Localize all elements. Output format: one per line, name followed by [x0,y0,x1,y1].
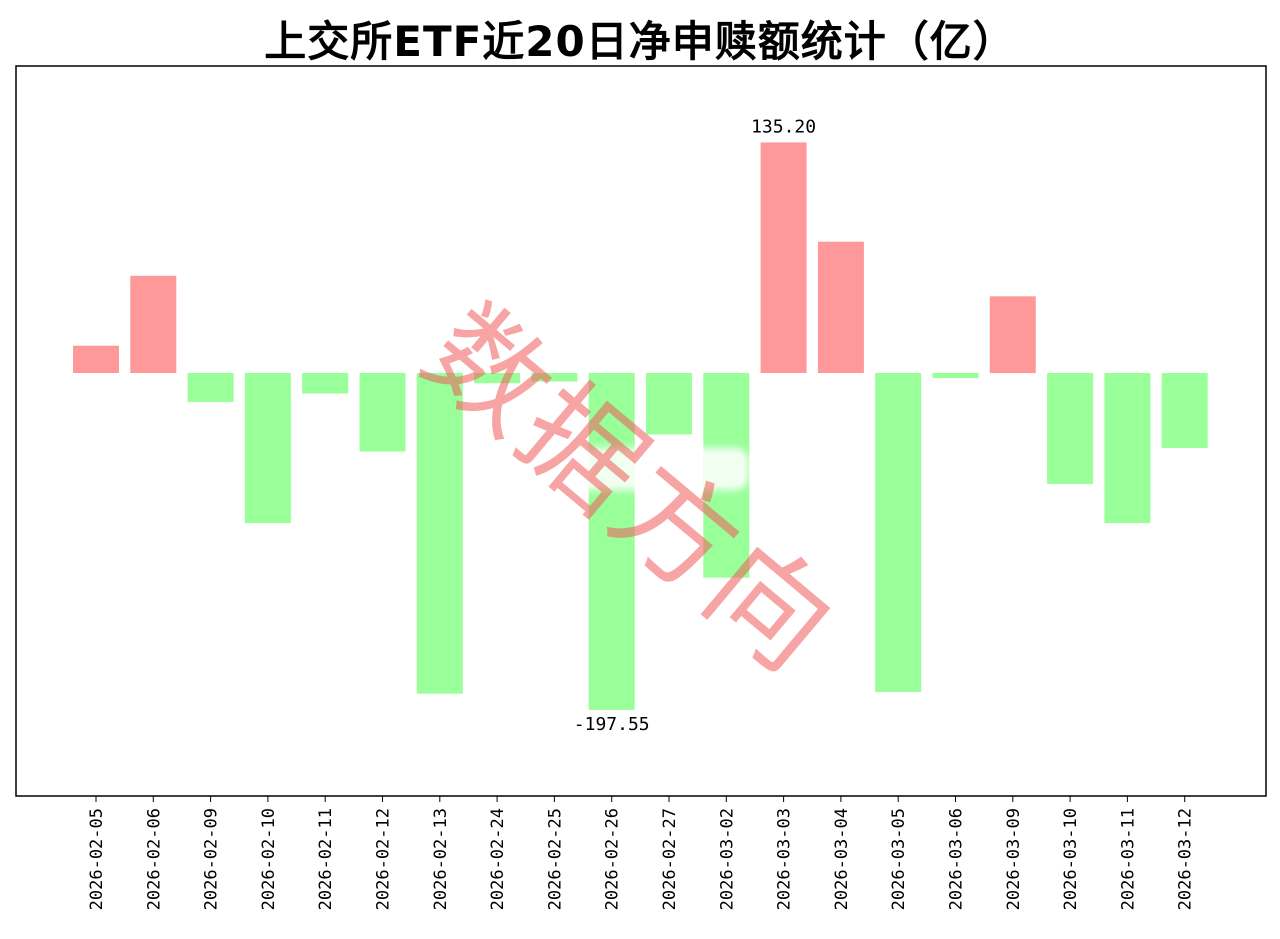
x-tick-label: 2026-03-04 [832,808,852,910]
x-tick-label: 2026-02-27 [660,808,680,910]
bar-2026-02-06 [130,275,177,373]
bar-2026-03-11 [1104,373,1151,524]
data-label: 135.20 [751,116,816,137]
bar-2026-02-10 [244,373,291,524]
bar-2026-02-11 [302,373,349,394]
x-tick-label: 2026-03-11 [1118,808,1138,910]
x-tick-label: 2026-03-05 [889,808,909,910]
bar-2026-02-09 [187,373,234,402]
x-tick-label: 2026-02-11 [316,808,336,910]
x-tick-label: 2026-03-02 [717,808,737,910]
x-tick-label: 2026-02-13 [431,808,451,910]
x-tick-label: 2026-02-24 [488,808,508,910]
data-label: -197.55 [574,714,650,735]
bar-2026-03-06 [932,373,979,379]
x-tick-label: 2026-02-12 [374,808,394,910]
bar-2026-02-24 [474,373,521,384]
x-tick-label: 2026-02-26 [603,808,623,910]
bar-2026-03-05 [875,373,922,692]
bar-2026-03-12 [1161,373,1208,448]
x-tick-label: 2026-03-09 [1004,808,1024,910]
bar-2026-03-03 [760,142,807,373]
bar-2026-03-09 [989,296,1036,374]
bar-2026-02-26 [588,373,635,710]
x-tick-label: 2026-02-09 [202,808,222,910]
bars-layer [73,142,1208,710]
bar-2026-03-10 [1047,373,1094,484]
blurred-overlay [530,452,745,486]
data-labels-layer: 135.20 -197.55 [574,116,816,735]
x-tick-label: 2026-02-06 [144,808,164,910]
x-tick-label: 2026-03-10 [1061,808,1081,910]
x-tick-label: 2026-03-03 [775,808,795,910]
plot-frame [15,65,1267,797]
x-tick-label: 2026-02-25 [545,808,565,910]
bar-2026-02-25 [531,373,578,382]
x-tick-label: 2026-03-12 [1176,808,1196,910]
x-tick-label: 2026-02-05 [87,808,107,910]
bar-2026-02-05 [73,345,119,373]
x-tick-label: 2026-03-06 [947,808,967,910]
bar-2026-02-27 [646,373,692,435]
bar-2026-02-12 [359,373,406,452]
bar-2026-02-13 [416,373,463,694]
x-tick-label: 2026-02-10 [259,808,279,910]
bar-2026-03-04 [817,241,864,373]
chart-title: 上交所ETF近20日净申赎额统计（亿） [264,17,1016,66]
x-axis-ticks-layer: 2026-02-05 2026-02-06 2026-02-09 2026-02-10… [87,796,1196,910]
